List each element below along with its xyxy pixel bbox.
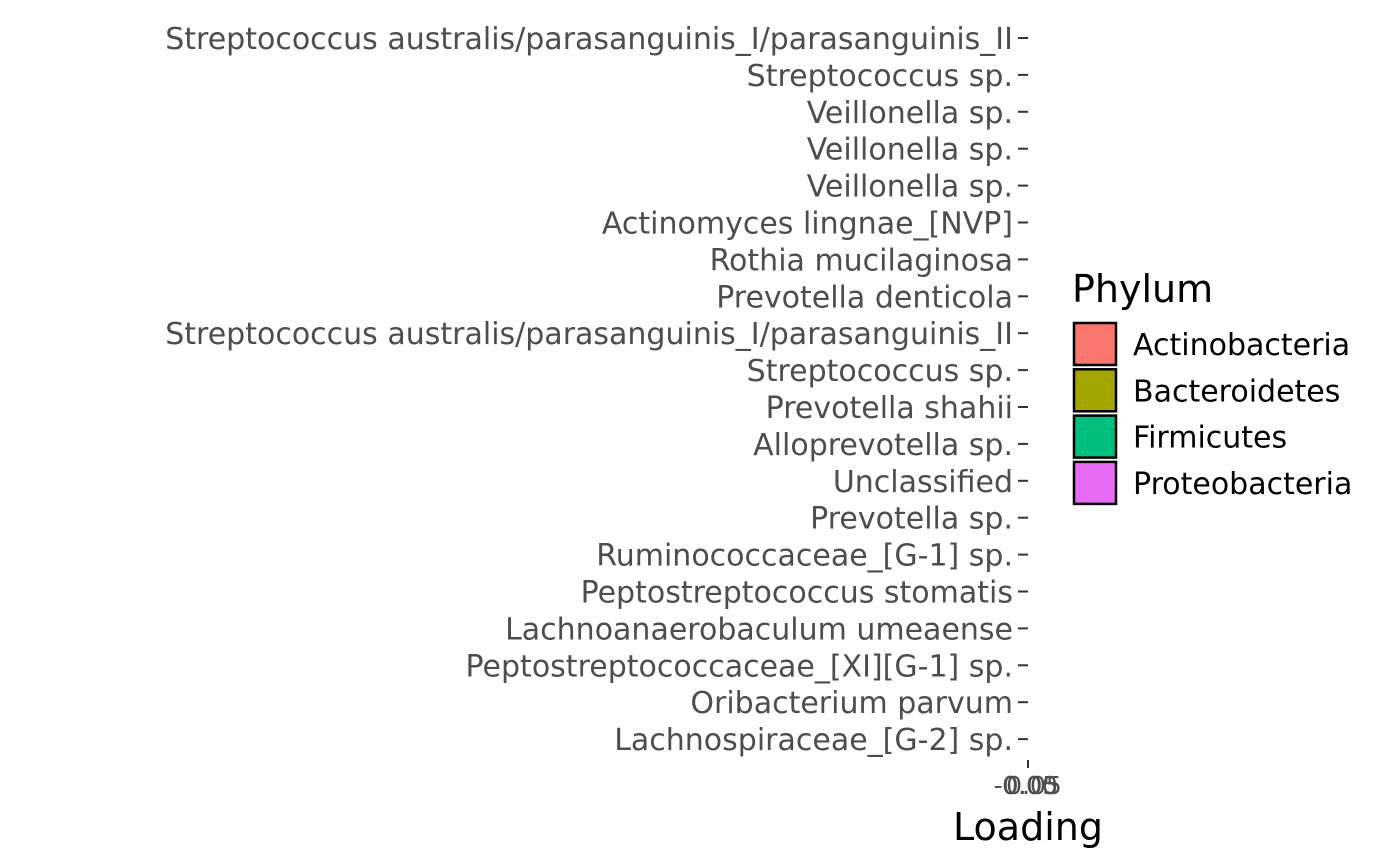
y-axis-ticks — [1018, 37, 1028, 741]
legend-key — [1072, 368, 1118, 413]
legend-label: Actinobacteria — [1133, 328, 1350, 363]
y-axis-label: Lachnoanaerobaculum umeaense — [505, 612, 1013, 647]
y-axis-label: Ruminococcaceae_[G-1] sp. — [596, 539, 1013, 574]
y-axis-label: Alloprevotella sp. — [753, 428, 1013, 463]
x-axis-title: Loading — [953, 805, 1103, 849]
legend-label: Proteobacteria — [1133, 467, 1352, 502]
y-axis-label: Streptococcus australis/parasanguinis_I/… — [165, 317, 1013, 352]
legend-key — [1072, 414, 1118, 459]
y-axis-label: Veillonella sp. — [807, 133, 1013, 168]
legend-label: Bacteroidetes — [1133, 374, 1340, 409]
x-axis-tick-label: 0.00 — [1002, 771, 1058, 800]
y-axis-label: Veillonella sp. — [807, 170, 1013, 205]
y-axis-label: Streptococcus sp. — [747, 354, 1013, 389]
y-axis-label: Rothia mucilaginosa — [710, 243, 1013, 278]
y-axis-label: Unclassified — [833, 465, 1013, 500]
legend-key — [1072, 321, 1118, 367]
y-axis-label: Peptostreptococcaceae_[XI][G-1] sp. — [466, 649, 1013, 684]
y-axis-label: Streptococcus australis/parasanguinis_I/… — [165, 22, 1013, 57]
y-axis-label: Peptostreptococcus stomatis — [581, 576, 1013, 611]
legend-title: Phylum — [1072, 267, 1213, 311]
y-axis-label: Veillonella sp. — [807, 96, 1013, 131]
x-axis-tick-labels: -0.050.000.05 — [994, 771, 1062, 800]
x-axis-tick-label: 0.05 — [1006, 771, 1062, 800]
legend: Phylum Actinobacteria Bacteroidetes Firmic… — [1072, 267, 1352, 506]
y-axis-label: Lachnospiraceae_[G-2] sp. — [614, 723, 1013, 758]
legend-items: Actinobacteria Bacteroidetes Firmicutes Pro… — [1072, 321, 1352, 506]
y-axis-label: Actinomyces lingnae_[NVP] — [602, 207, 1013, 242]
y-axis-label: Oribacterium parvum — [690, 686, 1013, 721]
y-axis-label: Prevotella denticola — [716, 280, 1013, 315]
legend-key — [1072, 460, 1118, 506]
x-axis-tick-label: -0.05 — [994, 771, 1059, 800]
legend-label: Firmicutes — [1133, 421, 1287, 456]
y-axis-label: Prevotella sp. — [810, 502, 1013, 537]
y-axis-label: Prevotella shahii — [766, 391, 1013, 426]
y-axis-label: Streptococcus sp. — [747, 59, 1013, 94]
y-axis-labels: Streptococcus australis/parasanguinis_I/… — [165, 22, 1013, 758]
